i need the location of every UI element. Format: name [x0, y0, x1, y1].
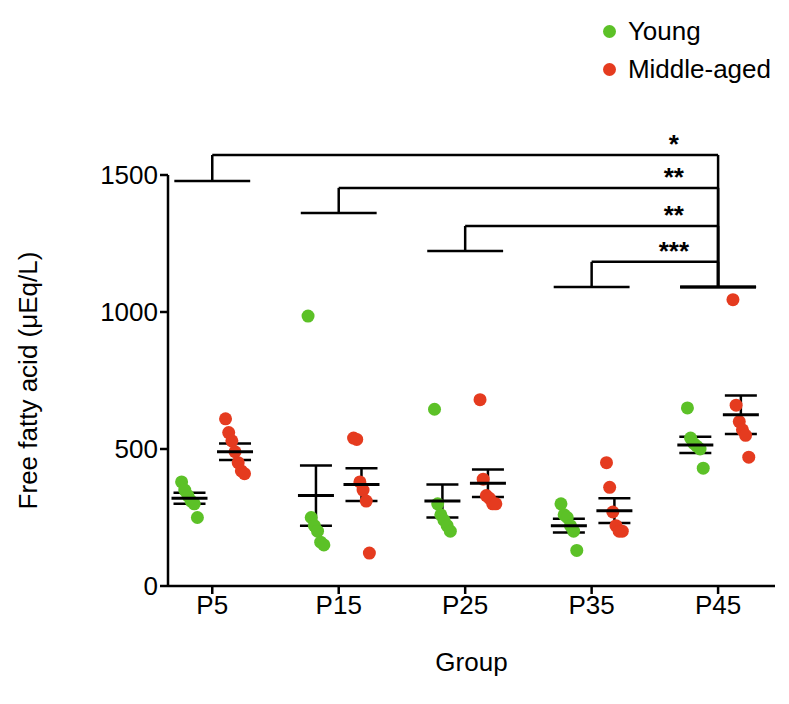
svg-text:**: **	[664, 200, 685, 230]
svg-text:P35: P35	[569, 590, 615, 620]
svg-text:P15: P15	[316, 590, 362, 620]
svg-text:1500: 1500	[100, 160, 158, 190]
svg-text:**: **	[664, 162, 685, 192]
svg-text:500: 500	[115, 434, 158, 464]
svg-text:P45: P45	[695, 590, 741, 620]
svg-text:Free fatty acid (μEq/L): Free fatty acid (μEq/L)	[13, 252, 43, 510]
svg-text:***: ***	[659, 236, 690, 266]
svg-text:Group: Group	[435, 647, 507, 677]
svg-text:P25: P25	[442, 590, 488, 620]
svg-text:0: 0	[144, 571, 158, 601]
svg-text:P5: P5	[196, 590, 228, 620]
html-text:Young: Young	[627, 15, 701, 46]
svg-text:1000: 1000	[100, 297, 158, 327]
html-text:Middle-aged: Middle-aged	[627, 53, 771, 84]
svg-text:*: *	[669, 129, 680, 159]
